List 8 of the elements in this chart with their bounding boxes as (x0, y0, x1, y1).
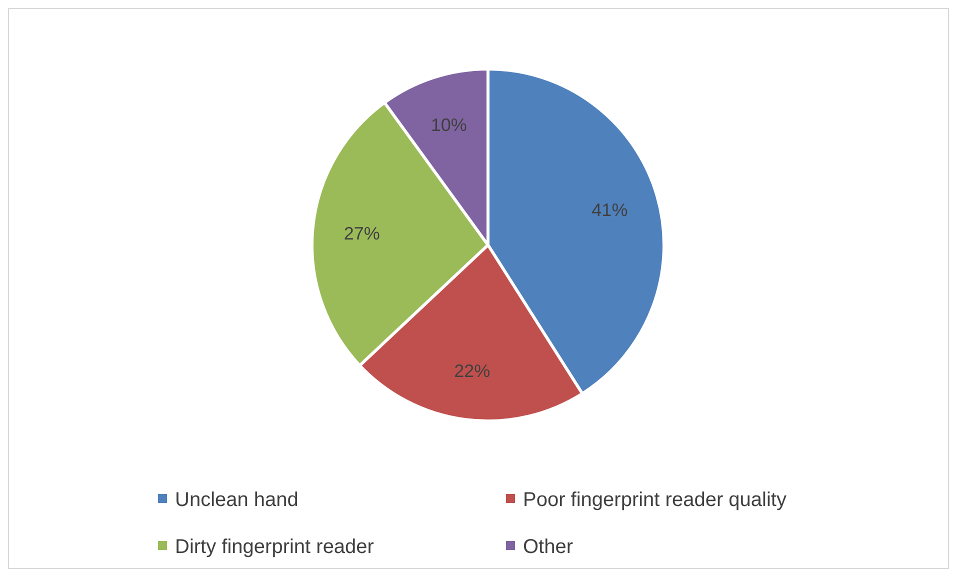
data-label: 41% (592, 200, 628, 220)
data-label: 27% (344, 223, 380, 244)
legend-label: Unclean hand (175, 489, 298, 511)
data-label: 10% (430, 114, 467, 135)
legend-label: Poor fingerprint reader quality (523, 489, 786, 511)
legend-label: Other (523, 536, 574, 558)
data-label: 22% (454, 361, 490, 382)
legend-label: Dirty fingerprint reader (175, 536, 374, 558)
